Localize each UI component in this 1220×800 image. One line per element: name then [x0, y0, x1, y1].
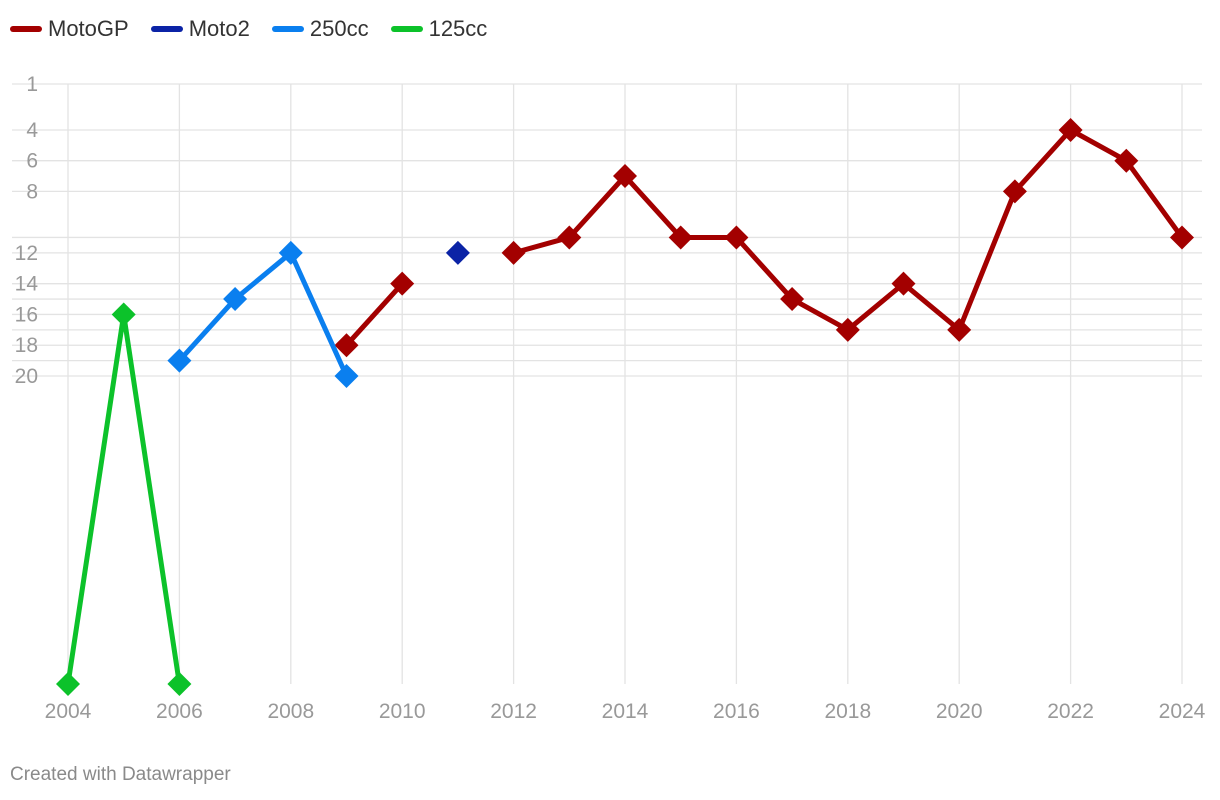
data-point-motogp: [501, 240, 526, 265]
x-tick-label: 2008: [267, 700, 314, 723]
legend-item-moto2[interactable]: Moto2: [150, 16, 250, 42]
x-tick-label: 2006: [156, 700, 203, 723]
legend-label-125cc: 125cc: [428, 16, 488, 41]
data-point-motogp: [390, 271, 415, 296]
data-point-motogp: [835, 317, 860, 342]
data-point-motogp: [947, 317, 972, 342]
data-point-motogp: [724, 225, 749, 250]
y-tick-label: 4: [26, 119, 38, 142]
legend-swatch-moto2: [150, 26, 183, 32]
x-tick-label: 2018: [824, 700, 871, 723]
data-point-250cc: [278, 240, 303, 265]
legend-label-moto2: Moto2: [188, 16, 250, 41]
series-line-250cc: [176, 250, 349, 379]
y-tick-label: 6: [26, 150, 38, 173]
data-point-250cc: [334, 364, 359, 389]
y-tick-label: 1: [26, 73, 38, 96]
y-tick-label: 16: [15, 303, 38, 326]
data-point-motogp: [780, 287, 805, 312]
x-tick-label: 2010: [379, 700, 426, 723]
credit-text: Created with Datawrapper: [10, 764, 231, 785]
legend-item-250cc[interactable]: 250cc: [271, 16, 369, 42]
data-point-250cc: [223, 287, 248, 312]
y-tick-label: 14: [15, 273, 39, 296]
data-point-moto2: [445, 240, 470, 265]
legend-swatch-motogp: [10, 26, 42, 32]
data-point-motogp: [1002, 179, 1027, 204]
data-point-250cc: [167, 348, 192, 373]
data-point-125cc: [56, 672, 80, 696]
data-point-motogp: [1170, 225, 1194, 250]
data-point-motogp: [1058, 118, 1083, 142]
legend-item-125cc[interactable]: 125cc: [390, 16, 488, 42]
legend-swatch-250cc: [271, 26, 304, 32]
legend-swatch-125cc: [390, 26, 423, 32]
data-point-motogp: [334, 333, 359, 358]
data-point-motogp: [557, 225, 582, 250]
x-tick-label: 2024: [1159, 700, 1206, 723]
x-tick-label: 2020: [936, 700, 983, 723]
series-line-125cc: [65, 311, 182, 687]
y-tick-label: 12: [15, 242, 38, 265]
y-tick-label: 20: [15, 365, 38, 388]
data-point-motogp: [613, 164, 637, 189]
x-tick-label: 2022: [1047, 700, 1094, 723]
x-tick-label: 2004: [45, 700, 92, 723]
y-tick-label: 8: [26, 180, 38, 203]
data-point-motogp: [668, 225, 693, 250]
x-tick-label: 2012: [490, 700, 537, 723]
x-tick-label: 2016: [713, 700, 760, 723]
data-point-motogp: [891, 271, 916, 296]
x-tick-label: 2014: [602, 700, 649, 723]
data-point-motogp: [1114, 148, 1139, 173]
legend-item-motogp[interactable]: MotoGP: [10, 16, 129, 42]
legend-label-250cc: 250cc: [309, 16, 369, 41]
y-tick-label: 18: [15, 334, 38, 357]
data-point-125cc: [111, 302, 136, 327]
data-point-125cc: [167, 672, 192, 696]
legend-label-motogp: MotoGP: [48, 16, 129, 41]
series-line-motogp: [344, 281, 405, 348]
legend: MotoGP Moto2 250cc 125cc: [10, 16, 487, 42]
